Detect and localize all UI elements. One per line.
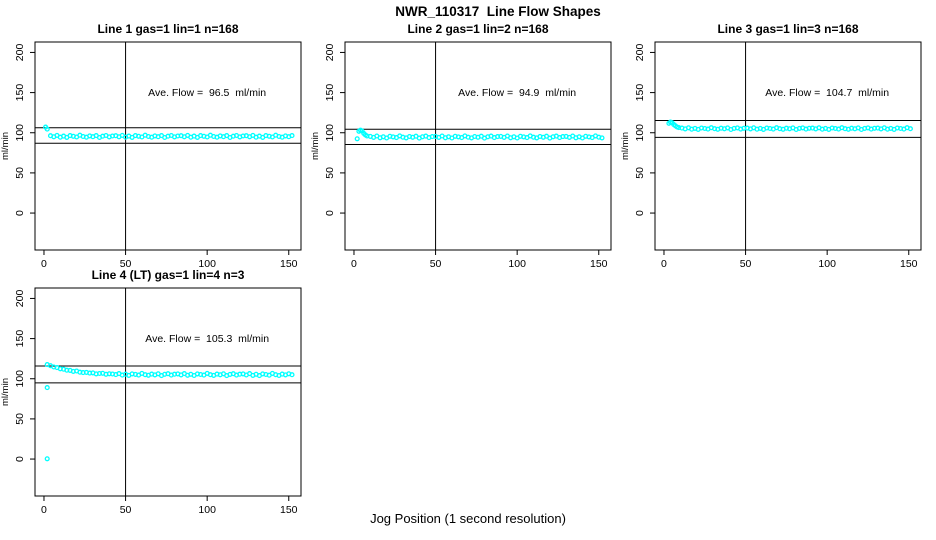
ave-flow-annotation: Ave. Flow = 94.9 ml/min	[458, 87, 576, 99]
y-tick-label: 100	[14, 370, 26, 388]
data-point	[44, 456, 50, 462]
y-tick-label: 150	[14, 84, 26, 102]
ave-flow-annotation: Ave. Flow = 96.5 ml/min	[148, 87, 266, 99]
x-tick-label: 100	[198, 504, 216, 516]
y-tick-label: 50	[324, 167, 336, 179]
y-tick-label: 200	[634, 44, 646, 62]
data-point	[289, 372, 295, 378]
x-tick-label: 150	[280, 258, 298, 270]
x-tick-label: 100	[508, 258, 526, 270]
ave-flow-annotation: Ave. Flow = 105.3 ml/min	[145, 333, 269, 345]
y-axis-label: ml/min	[0, 378, 11, 406]
x-tick-label: 150	[900, 258, 918, 270]
y-tick-label: 150	[14, 330, 26, 348]
data-point	[289, 133, 295, 139]
data-point	[44, 385, 50, 391]
panel-title: Line 3 gas=1 lin=3 n=168	[717, 22, 858, 36]
data-point	[599, 135, 605, 141]
x-tick-label: 100	[818, 258, 836, 270]
y-tick-label: 150	[324, 84, 336, 102]
y-tick-label: 200	[324, 44, 336, 62]
ave-flow-annotation: Ave. Flow = 104.7 ml/min	[765, 87, 889, 99]
y-tick-label: 50	[14, 167, 26, 179]
x-tick-label: 0	[41, 504, 47, 516]
x-tick-label: 0	[351, 258, 357, 270]
y-axis-label: ml/min	[0, 132, 11, 160]
y-tick-label: 50	[634, 167, 646, 179]
y-tick-label: 100	[14, 124, 26, 142]
x-tick-label: 100	[198, 258, 216, 270]
x-tick-label: 150	[590, 258, 608, 270]
data-point	[354, 136, 360, 142]
x-tick-label: 0	[661, 258, 667, 270]
y-tick-label: 150	[634, 84, 646, 102]
panel-line-1: Line 1 gas=1 lin=1 n=168 0 50 100 150 0 50 100 1…	[0, 22, 302, 270]
y-tick-label: 0	[14, 456, 26, 462]
data-point	[44, 126, 50, 132]
y-axis-label: ml/min	[310, 132, 321, 160]
data-point	[907, 126, 913, 132]
panel-title: Line 4 (LT) gas=1 lin=4 n=3	[92, 268, 245, 282]
panel-line-4: Line 4 (LT) gas=1 lin=4 n=3 0 50 100 150 0 50 1…	[0, 268, 302, 516]
panel-title: Line 2 gas=1 lin=2 n=168	[407, 22, 548, 36]
x-tick-label: 150	[280, 504, 298, 516]
y-tick-label: 0	[14, 210, 26, 216]
x-tick-label: 50	[120, 258, 132, 270]
panel-line-2: Line 2 gas=1 lin=2 n=168 0 50 100 150 0 50 100 1…	[310, 22, 612, 270]
x-tick-label: 50	[740, 258, 752, 270]
figure-title: NWR_110317 Line Flow Shapes	[395, 4, 601, 19]
panel-title: Line 1 gas=1 lin=1 n=168	[97, 22, 238, 36]
y-tick-label: 200	[14, 290, 26, 308]
x-axis-label: Jog Position (1 second resolution)	[370, 511, 566, 526]
y-tick-label: 0	[634, 210, 646, 216]
y-tick-label: 100	[634, 124, 646, 142]
panel-line-3: Line 3 gas=1 lin=3 n=168 0 50 100 150 0 50 100 1…	[620, 22, 922, 270]
y-tick-label: 50	[14, 413, 26, 425]
x-tick-label: 50	[120, 504, 132, 516]
y-tick-label: 200	[14, 44, 26, 62]
y-tick-label: 100	[324, 124, 336, 142]
y-tick-label: 0	[324, 210, 336, 216]
x-tick-label: 0	[41, 258, 47, 270]
y-axis-label: ml/min	[620, 132, 631, 160]
x-tick-label: 50	[430, 258, 442, 270]
